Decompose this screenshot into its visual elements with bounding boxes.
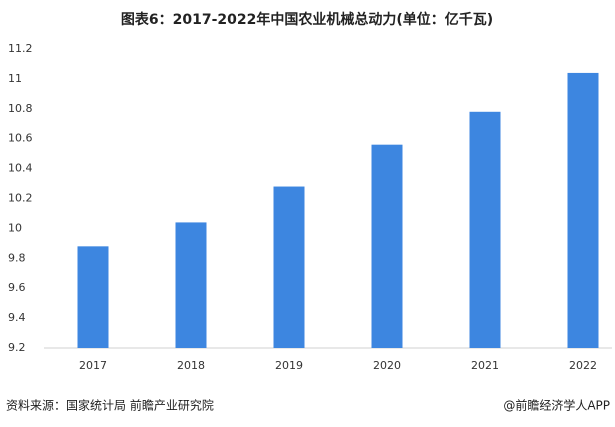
y-tick-label: 11: [8, 72, 22, 85]
y-tick-label: 10.2: [8, 192, 33, 205]
bar: [469, 111, 501, 348]
bar: [567, 72, 599, 349]
x-tick-label: 2021: [471, 359, 499, 372]
bar: [273, 186, 305, 348]
y-tick-label: 9.8: [8, 251, 26, 264]
y-tick-label: 9.2: [8, 341, 26, 354]
y-tick-label: 10.4: [8, 162, 33, 175]
y-tick-label: 10.6: [8, 132, 33, 145]
y-tick-label: 10.8: [8, 102, 33, 115]
credit: @前瞻经济学人APP: [503, 398, 610, 413]
x-tick-label: 2022: [569, 359, 597, 372]
x-tick-label: 2017: [79, 359, 107, 372]
chart-title: 图表6：2017-2022年中国农业机械总动力(单位：亿千瓦): [121, 11, 493, 28]
x-tick-label: 2018: [177, 359, 205, 372]
x-tick-label: 2020: [373, 359, 401, 372]
source: 资料来源：国家统计局 前瞻产业研究院: [6, 398, 214, 413]
bar: [371, 144, 403, 348]
y-tick-label: 9.6: [8, 281, 26, 294]
x-tick-label: 2019: [275, 359, 303, 372]
bar: [175, 222, 207, 348]
y-tick-label: 11.2: [8, 42, 33, 55]
y-tick-label: 10: [8, 221, 22, 234]
y-tick-label: 9.4: [8, 311, 26, 324]
bar: [77, 246, 109, 348]
